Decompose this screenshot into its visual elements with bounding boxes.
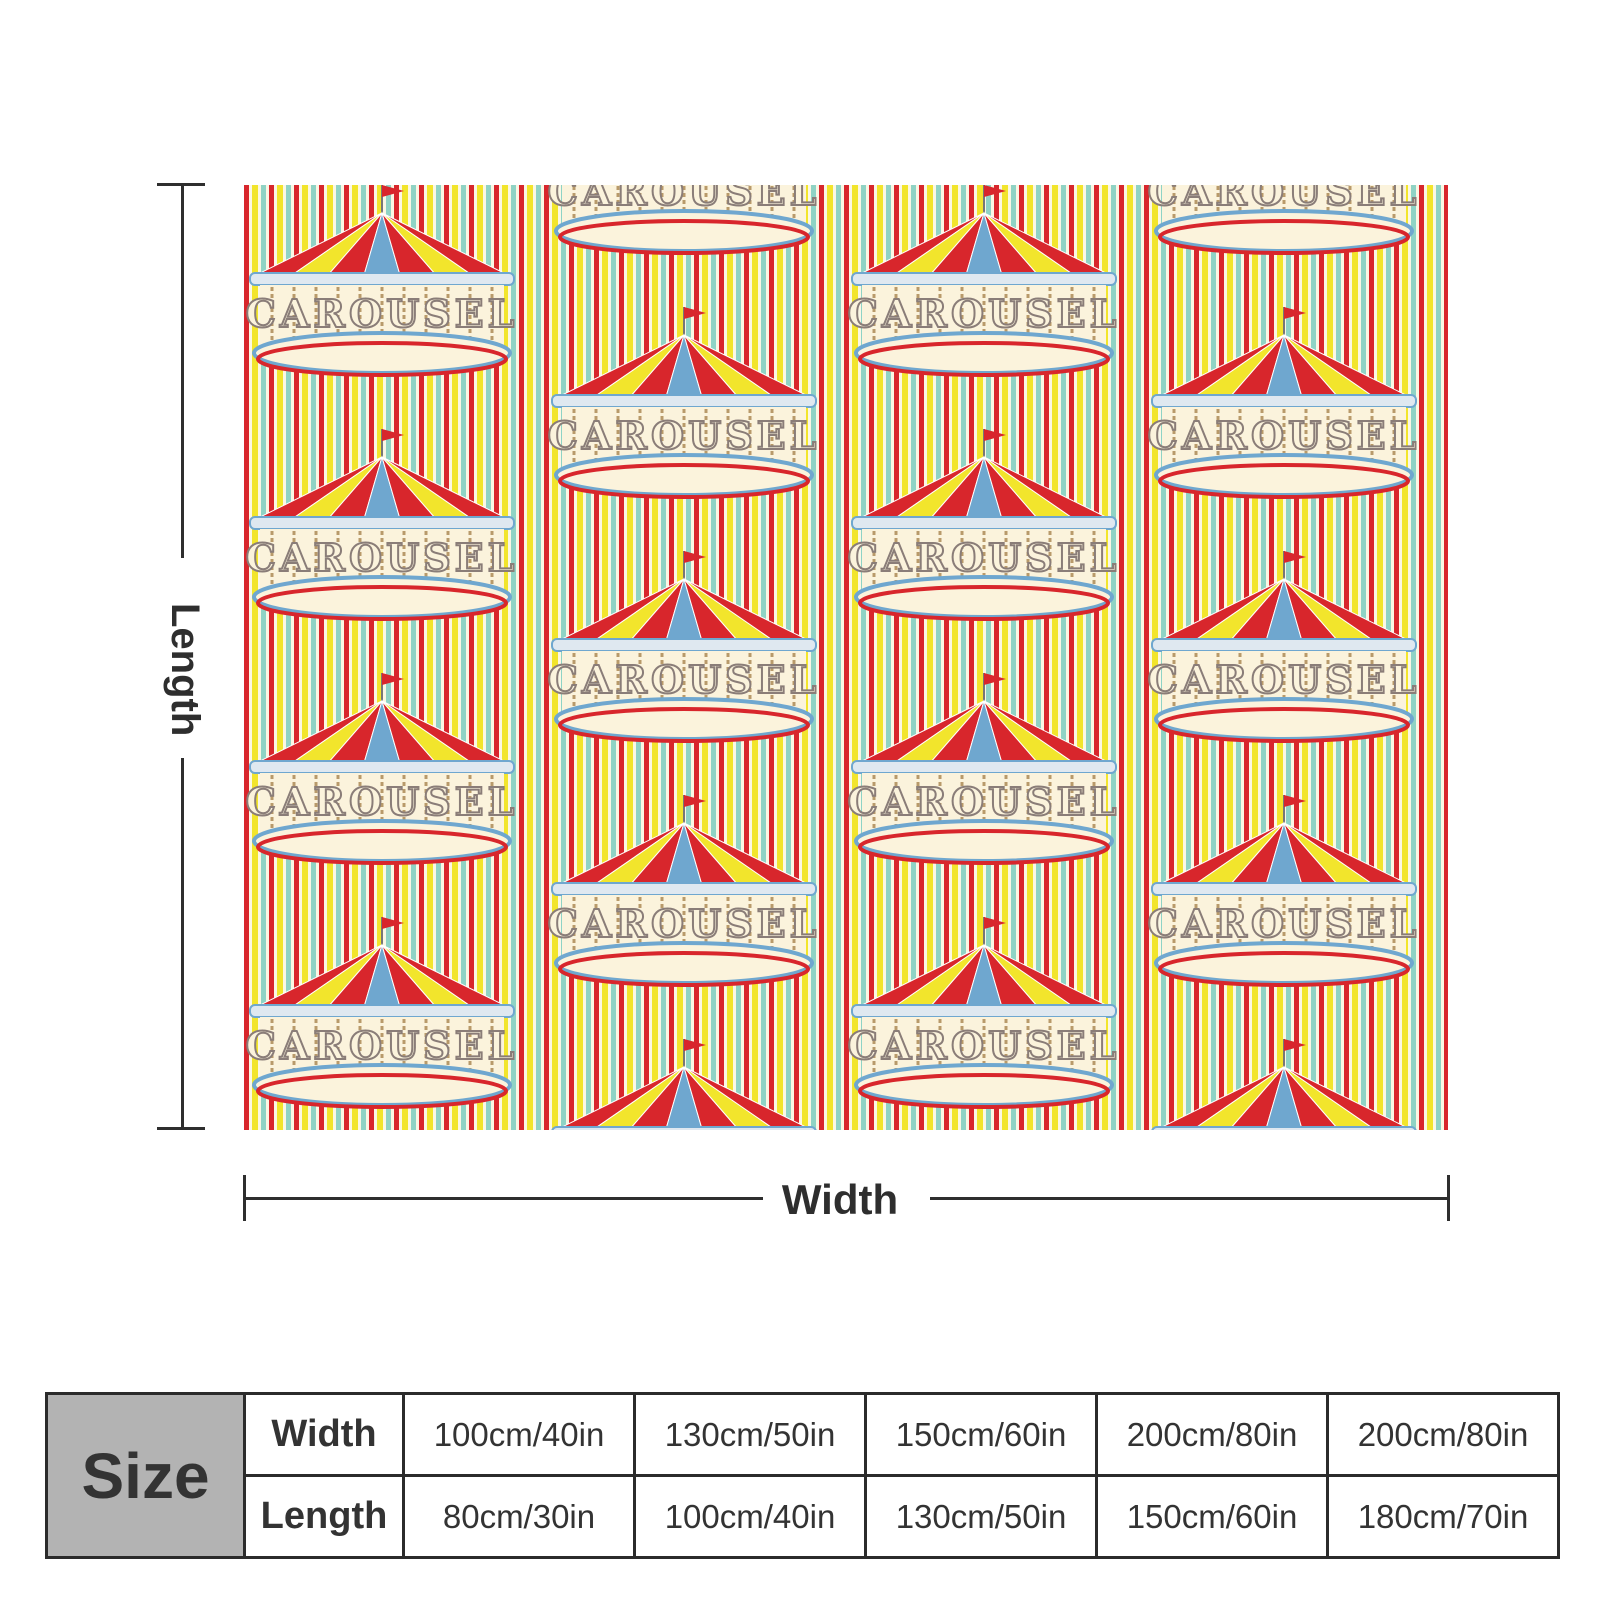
- size-title: Size: [45, 1392, 246, 1559]
- length-line-upper: [181, 183, 184, 558]
- carousel-pattern: CAROUSEL CAROUSEL CAROUSEL CAROUSEL CAROUSEL…: [245, 185, 1421, 1130]
- carousel-motif: CAROUSEL: [551, 1039, 817, 1130]
- length-value: 80cm/30in: [402, 1474, 636, 1559]
- length-row-label: Length: [243, 1474, 405, 1559]
- svg-text:CAROUSEL: CAROUSEL: [848, 1023, 1121, 1068]
- svg-text:CAROUSEL: CAROUSEL: [246, 535, 519, 580]
- width-value: 200cm/80in: [1326, 1392, 1560, 1477]
- carousel-motif: CAROUSEL: [245, 673, 519, 865]
- svg-text:CAROUSEL: CAROUSEL: [848, 535, 1121, 580]
- length-value: 100cm/40in: [633, 1474, 867, 1559]
- carousel-motif: CAROUSEL: [1147, 551, 1421, 743]
- carousel-motif: CAROUSEL: [1147, 185, 1421, 255]
- carousel-motif: CAROUSEL: [1151, 1039, 1417, 1130]
- length-value: 150cm/60in: [1095, 1474, 1329, 1559]
- width-line-left: [243, 1197, 763, 1200]
- width-label: Width: [781, 1176, 899, 1223]
- width-line-right: [930, 1197, 1450, 1200]
- size-table-length-row: Length 80cm/30in 100cm/40in 130cm/50in 1…: [47, 1474, 1560, 1559]
- svg-text:CAROUSEL: CAROUSEL: [548, 413, 821, 458]
- carousel-motif: CAROUSEL: [245, 917, 519, 1109]
- svg-text:CAROUSEL: CAROUSEL: [246, 779, 519, 824]
- carousel-motif: CAROUSEL: [547, 185, 821, 255]
- svg-text:CAROUSEL: CAROUSEL: [1148, 901, 1421, 946]
- carousel-motif: CAROUSEL: [245, 429, 519, 621]
- carousel-motif: CAROUSEL: [547, 795, 821, 987]
- svg-text:CAROUSEL: CAROUSEL: [1148, 413, 1421, 458]
- length-cap-bottom: [157, 1127, 205, 1130]
- size-table-width-row: Size Width 100cm/40in 130cm/50in 150cm/6…: [45, 1392, 1560, 1559]
- width-cap-right: [1447, 1175, 1450, 1221]
- width-row-label: Width: [243, 1392, 405, 1477]
- blanket-artwork: CAROUSEL CAROUSEL CAROUSEL CAROUSEL CAROUSEL…: [244, 185, 1448, 1130]
- carousel-motif: CAROUSEL: [847, 917, 1121, 1109]
- carousel-motif: CAROUSEL: [547, 307, 821, 499]
- length-label: Length: [163, 603, 207, 737]
- svg-text:CAROUSEL: CAROUSEL: [1148, 185, 1421, 214]
- size-table: Size Width 100cm/40in 130cm/50in 150cm/6…: [45, 1392, 1560, 1559]
- carousel-motif: CAROUSEL: [1147, 795, 1421, 987]
- width-value: 200cm/80in: [1095, 1392, 1329, 1477]
- carousel-motif: CAROUSEL: [1147, 307, 1421, 499]
- width-value: 100cm/40in: [402, 1392, 636, 1477]
- svg-text:CAROUSEL: CAROUSEL: [848, 291, 1121, 336]
- length-line-lower: [181, 758, 184, 1128]
- length-value: 130cm/50in: [864, 1474, 1098, 1559]
- width-value: 130cm/50in: [633, 1392, 867, 1477]
- carousel-motif: CAROUSEL: [847, 185, 1121, 377]
- carousel-motif: CAROUSEL: [847, 673, 1121, 865]
- svg-text:CAROUSEL: CAROUSEL: [848, 779, 1121, 824]
- svg-text:CAROUSEL: CAROUSEL: [548, 901, 821, 946]
- carousel-motif: CAROUSEL: [245, 185, 519, 377]
- svg-text:CAROUSEL: CAROUSEL: [246, 1023, 519, 1068]
- svg-text:CAROUSEL: CAROUSEL: [1148, 657, 1421, 702]
- svg-text:CAROUSEL: CAROUSEL: [548, 185, 821, 214]
- carousel-motif: CAROUSEL: [547, 551, 821, 743]
- width-value: 150cm/60in: [864, 1392, 1098, 1477]
- svg-text:CAROUSEL: CAROUSEL: [246, 291, 519, 336]
- length-value: 180cm/70in: [1326, 1474, 1560, 1559]
- carousel-motif: CAROUSEL: [847, 429, 1121, 621]
- svg-text:CAROUSEL: CAROUSEL: [548, 657, 821, 702]
